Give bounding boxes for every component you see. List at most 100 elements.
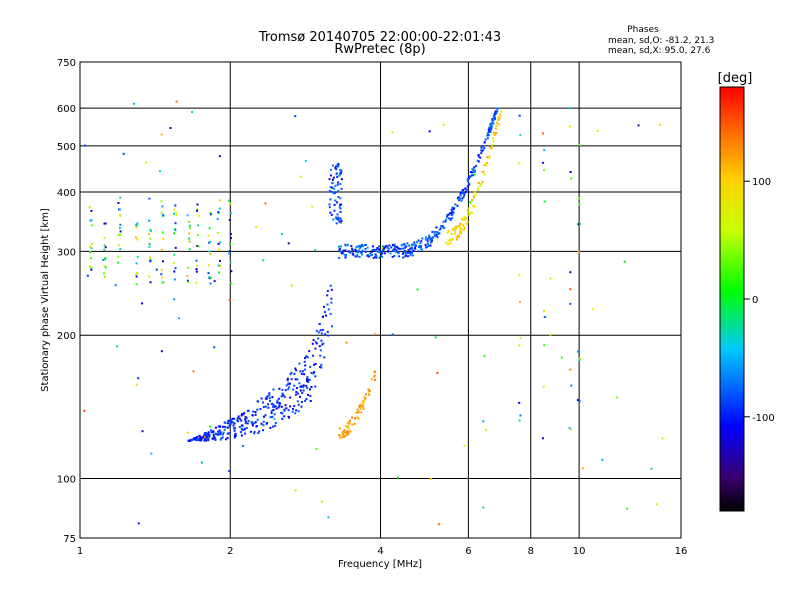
data-point xyxy=(459,232,462,235)
data-point xyxy=(578,399,581,402)
data-point xyxy=(173,208,176,211)
data-point xyxy=(295,391,298,393)
data-point xyxy=(209,425,212,428)
data-point xyxy=(102,272,105,275)
data-point xyxy=(473,171,475,174)
data-point xyxy=(469,201,472,204)
data-point xyxy=(354,411,357,414)
data-point xyxy=(338,248,341,251)
data-point xyxy=(226,437,229,439)
data-point xyxy=(237,415,240,418)
data-point xyxy=(417,239,420,242)
data-point xyxy=(436,371,439,374)
data-point xyxy=(367,392,370,395)
data-point xyxy=(306,376,309,379)
data-point xyxy=(173,298,176,301)
data-point xyxy=(162,213,165,216)
data-point xyxy=(334,199,337,202)
data-point xyxy=(306,356,309,358)
data-point xyxy=(380,250,383,253)
data-point xyxy=(543,344,546,347)
data-point xyxy=(117,255,120,258)
data-point xyxy=(207,433,210,436)
data-point xyxy=(307,393,310,396)
data-point xyxy=(426,240,429,243)
data-point xyxy=(579,357,582,360)
data-point xyxy=(217,430,220,433)
data-point xyxy=(230,282,233,285)
data-point xyxy=(339,211,342,213)
data-point xyxy=(484,162,487,165)
data-point xyxy=(388,244,391,247)
data-point xyxy=(219,199,222,202)
data-point xyxy=(174,246,177,249)
data-point xyxy=(256,418,259,421)
data-point xyxy=(578,197,581,200)
data-point xyxy=(200,436,203,439)
data-point xyxy=(319,354,322,357)
data-point xyxy=(411,248,414,250)
data-point xyxy=(337,189,340,192)
data-point xyxy=(119,230,122,233)
data-point xyxy=(650,467,653,470)
data-point xyxy=(272,403,275,406)
data-point xyxy=(374,333,377,335)
data-point xyxy=(317,331,320,334)
data-point xyxy=(338,174,341,177)
data-point xyxy=(135,223,138,226)
data-point xyxy=(457,197,460,200)
data-point xyxy=(429,244,432,247)
data-point xyxy=(223,421,226,424)
chart-subtitle: RwPretec (8p) xyxy=(334,42,425,57)
data-point xyxy=(340,187,343,190)
data-point xyxy=(174,222,177,225)
data-point xyxy=(491,144,494,147)
data-point xyxy=(428,236,431,239)
data-point xyxy=(186,214,189,217)
data-point xyxy=(240,414,243,417)
data-point xyxy=(481,145,484,148)
data-point xyxy=(358,247,361,250)
data-point xyxy=(486,156,489,159)
data-point xyxy=(314,249,317,252)
data-point xyxy=(233,422,236,425)
data-point xyxy=(234,432,237,435)
data-point xyxy=(454,230,457,233)
data-point xyxy=(491,122,494,125)
data-point xyxy=(358,405,361,408)
data-point xyxy=(361,244,363,246)
data-point xyxy=(311,205,314,208)
data-point xyxy=(462,228,465,231)
data-point xyxy=(446,231,449,234)
data-point xyxy=(289,396,292,399)
data-point xyxy=(483,173,486,176)
data-point xyxy=(209,429,212,432)
data-point xyxy=(239,431,242,434)
data-point xyxy=(341,252,344,254)
data-point xyxy=(331,182,334,185)
data-point xyxy=(84,144,86,147)
data-point xyxy=(194,437,196,439)
data-point xyxy=(314,347,317,350)
phases-o-stats: mean, sd,O: -81.2, 21.3 xyxy=(608,36,714,46)
data-point xyxy=(366,254,369,257)
data-point xyxy=(83,409,86,412)
data-point xyxy=(391,244,394,246)
data-point xyxy=(269,426,272,429)
data-point xyxy=(472,196,475,199)
data-point xyxy=(358,255,361,258)
data-point xyxy=(367,388,370,391)
data-point xyxy=(488,157,491,159)
data-point xyxy=(280,405,283,408)
data-point xyxy=(357,245,360,248)
data-point xyxy=(570,428,572,431)
data-point xyxy=(335,168,338,171)
data-point xyxy=(283,415,286,418)
data-point xyxy=(226,426,229,429)
data-point xyxy=(344,249,347,252)
data-point xyxy=(489,130,492,133)
data-point xyxy=(381,252,384,255)
data-point xyxy=(346,425,349,428)
data-point xyxy=(358,244,361,247)
data-point xyxy=(198,434,201,437)
